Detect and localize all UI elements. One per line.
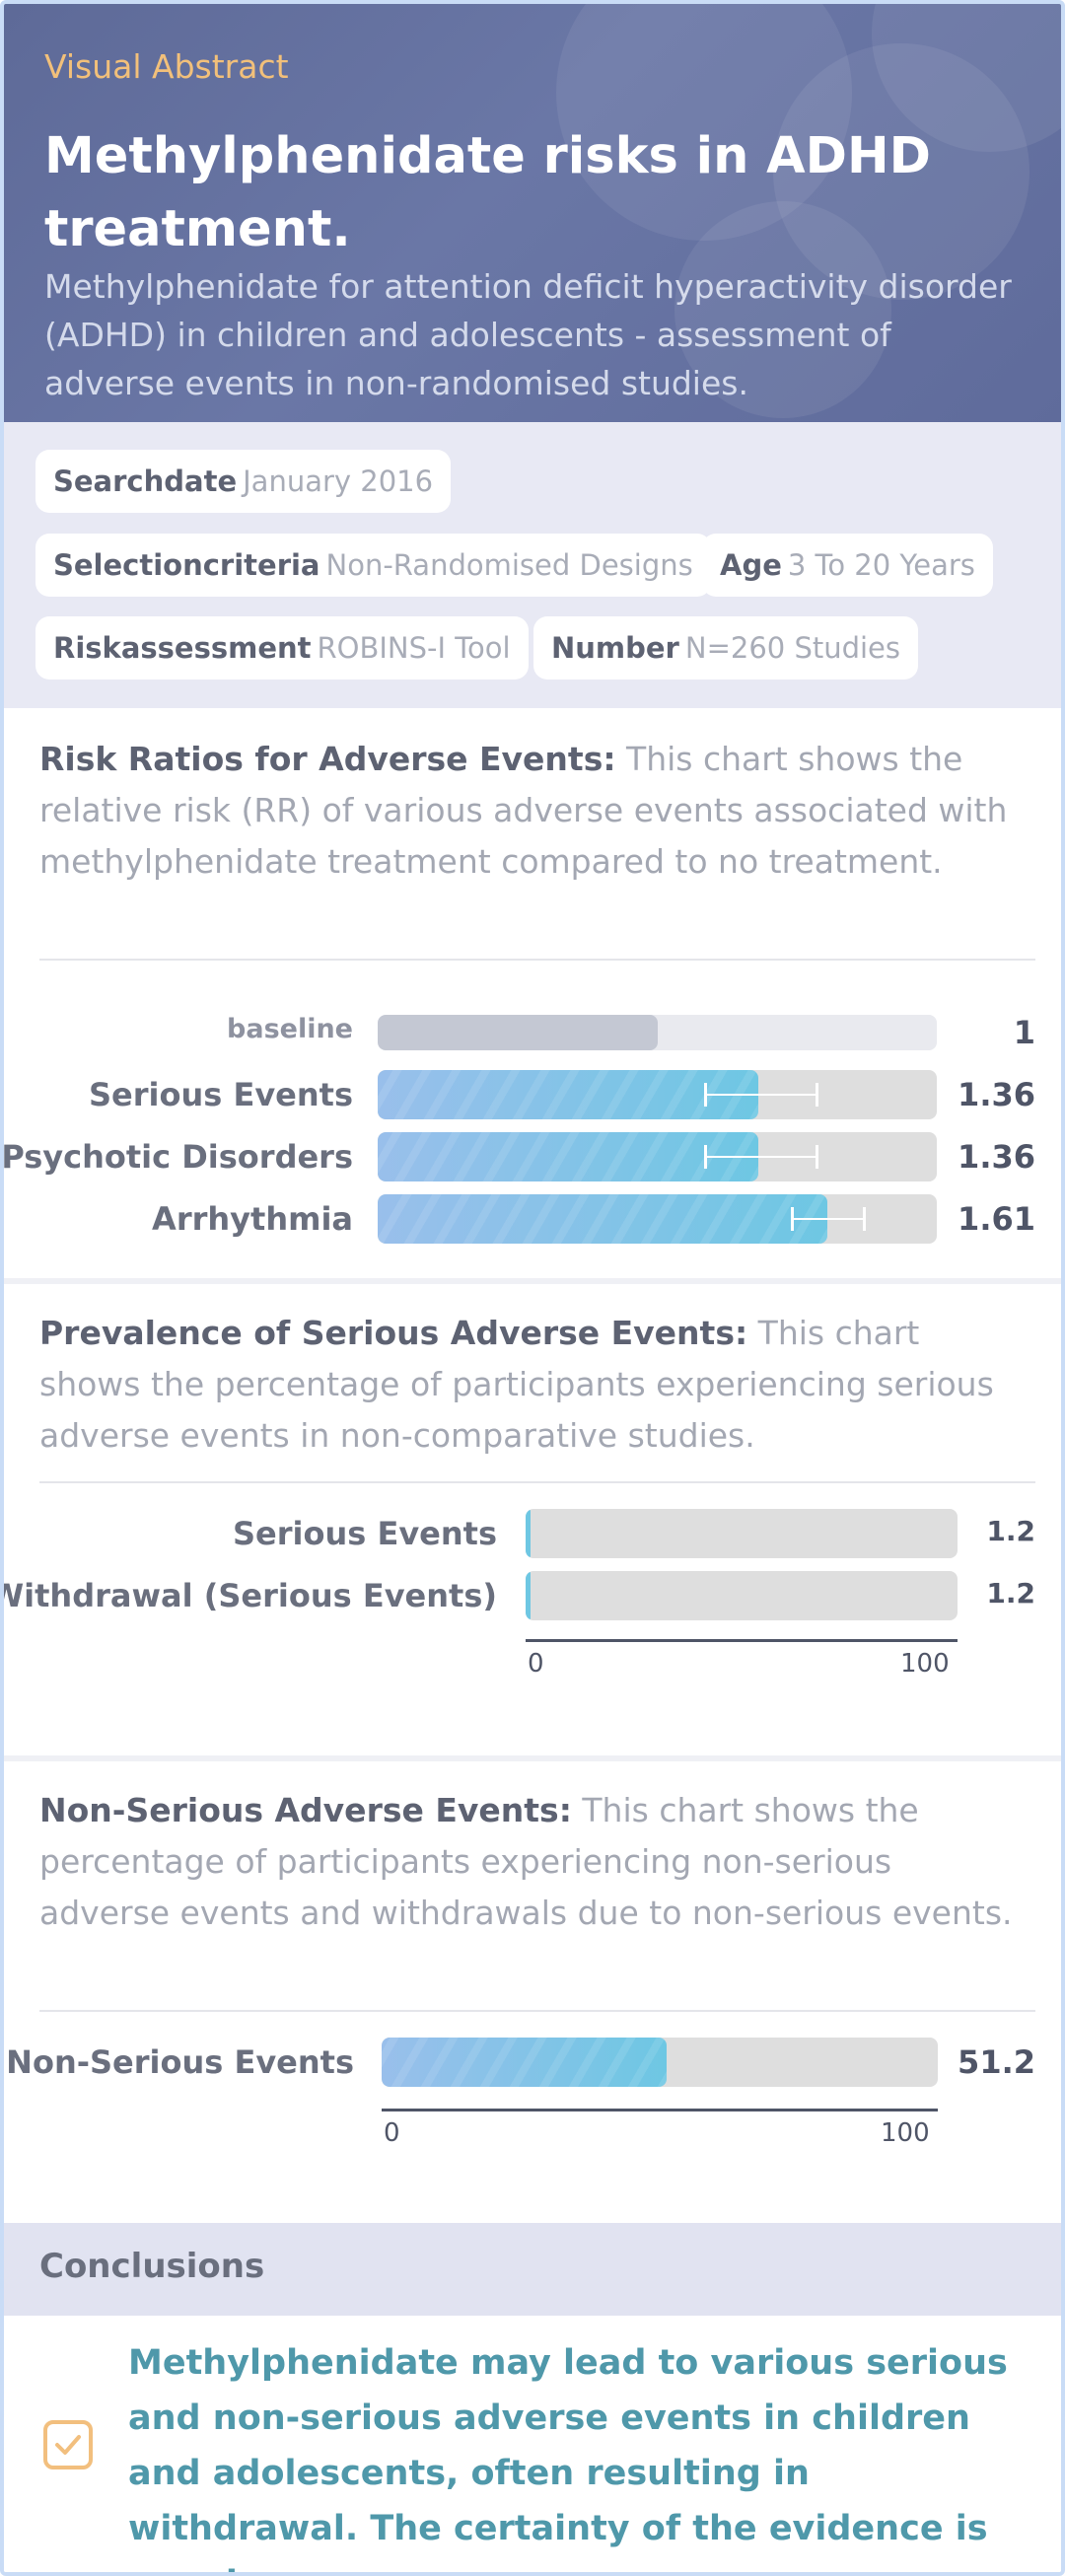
checkbox-icon <box>43 2420 93 2469</box>
conclusions-header: Conclusions <box>4 2223 1061 2316</box>
tag-value: ROBINS-I Tool <box>317 631 511 665</box>
divider <box>39 2010 1035 2012</box>
kicker-label: Visual Abstract <box>44 47 289 86</box>
error-bar-cap <box>816 1145 819 1169</box>
x-tick-label: 0 <box>528 1649 544 1679</box>
tag-value: N=260 Studies <box>684 631 901 665</box>
bar-track <box>378 1070 937 1119</box>
bar-track <box>378 1194 937 1244</box>
divider <box>39 1481 1035 1483</box>
bar-value: 1.36 <box>958 1138 1035 1176</box>
section-separator <box>4 1755 1061 1761</box>
bar-label: Withdrawal (Serious Events) <box>0 1577 497 1614</box>
bar-track <box>378 1132 937 1181</box>
bar-label: Serious Events <box>89 1076 353 1113</box>
error-bar <box>791 1218 865 1220</box>
bar-value: 51.2 <box>958 2043 1035 2081</box>
tag-key: Age <box>720 548 782 582</box>
bar-value: 1 <box>1013 1014 1035 1051</box>
bar <box>382 2038 667 2087</box>
tag-searchdate: Searchdate January 2016 <box>36 450 452 513</box>
tag-value: January 2016 <box>243 465 434 498</box>
error-bar-cap <box>703 1083 707 1107</box>
bar-label: Serious Events <box>233 1515 497 1552</box>
page-subtitle: Methylphenidate for attention deficit hy… <box>44 267 1012 402</box>
bar-value: 1.36 <box>958 1076 1035 1113</box>
tag-riskassessment: Riskassessment ROBINS-I Tool <box>36 616 529 680</box>
risk-ratios-section: Risk Ratios for Adverse Events: This cha… <box>4 708 1061 1278</box>
non-serious-text: This chart shows the percentage of parti… <box>39 1791 1013 1932</box>
bar <box>526 1509 532 1558</box>
error-bar-cap <box>703 1145 707 1169</box>
non-serious-section: Non-Serious Adverse Events: This chart s… <box>4 1761 1061 2223</box>
tag-key: Number <box>551 631 679 665</box>
error-bar <box>704 1094 817 1096</box>
non-serious-description: Non-Serious Adverse Events: This chart s… <box>39 1785 1026 1939</box>
study-tags: Searchdate January 2016 Selectioncriteri… <box>4 422 1061 708</box>
error-bar-cap <box>863 1207 867 1231</box>
non-serious-heading: Non-Serious Adverse Events: <box>39 1791 572 1829</box>
tag-key: Selectioncriteria <box>53 548 320 582</box>
tag-age: Age 3 To 20 Years <box>702 534 993 597</box>
bar-label: Arrhythmia <box>152 1200 353 1238</box>
bar-label: baseline <box>227 1014 353 1044</box>
prevalence-section: Prevalence of Serious Adverse Events: Th… <box>4 1284 1061 1755</box>
bar-track <box>526 1509 958 1558</box>
tag-value: 3 To 20 Years <box>787 548 975 582</box>
section-separator <box>4 1278 1061 1284</box>
error-bar-cap <box>816 1083 819 1107</box>
x-axis <box>382 2109 938 2111</box>
x-tick-label: 100 <box>900 1649 950 1679</box>
x-tick-label: 0 <box>384 2118 400 2148</box>
conclusions-body: Methylphenidate may lead to various seri… <box>4 2316 1061 2572</box>
bar <box>378 1132 758 1181</box>
bar <box>378 1015 658 1050</box>
bar-value: 1.2 <box>986 1515 1035 1547</box>
x-axis <box>526 1639 958 1642</box>
error-bar-cap <box>790 1207 794 1231</box>
prevalence-heading: Prevalence of Serious Adverse Events: <box>39 1314 748 1352</box>
tag-value: Non-Randomised Designs <box>325 548 693 582</box>
bar-track <box>526 1571 958 1620</box>
bar-track <box>382 2038 938 2087</box>
bar-track <box>378 1015 937 1050</box>
tag-key: Searchdate <box>53 465 238 498</box>
error-bar <box>704 1156 817 1158</box>
x-tick-label: 100 <box>881 2118 930 2148</box>
page-title: Methylphenidate risks in ADHD treatment. <box>44 127 931 258</box>
bar <box>378 1070 758 1119</box>
risk-ratios-description: Risk Ratios for Adverse Events: This cha… <box>39 734 1026 888</box>
bar <box>526 1571 532 1620</box>
bar <box>378 1194 828 1244</box>
bar-value: 1.61 <box>958 1200 1035 1238</box>
header: Visual Abstract Methylphenidate risks in… <box>4 4 1061 422</box>
bar-label: Non-Serious Events <box>6 2043 354 2081</box>
prevalence-text: This chart shows the percentage of parti… <box>39 1314 994 1455</box>
tag-key: Riskassessment <box>53 631 312 665</box>
conclusions-heading: Conclusions <box>39 2247 265 2286</box>
prevalence-description: Prevalence of Serious Adverse Events: Th… <box>39 1308 1026 1462</box>
bar-label: Psychotic Disorders <box>1 1138 353 1176</box>
tag-selectioncriteria: Selectioncriteria Non-Randomised Designs <box>36 534 711 597</box>
risk-ratios-heading: Risk Ratios for Adverse Events: <box>39 740 616 778</box>
conclusions-text: Methylphenidate may lead to various seri… <box>128 2343 1008 2572</box>
divider <box>39 959 1035 961</box>
bar-value: 1.2 <box>986 1577 1035 1610</box>
risk-ratios-text: This chart shows the relative risk (RR) … <box>39 740 1008 881</box>
tag-number: Number N=260 Studies <box>533 616 919 680</box>
